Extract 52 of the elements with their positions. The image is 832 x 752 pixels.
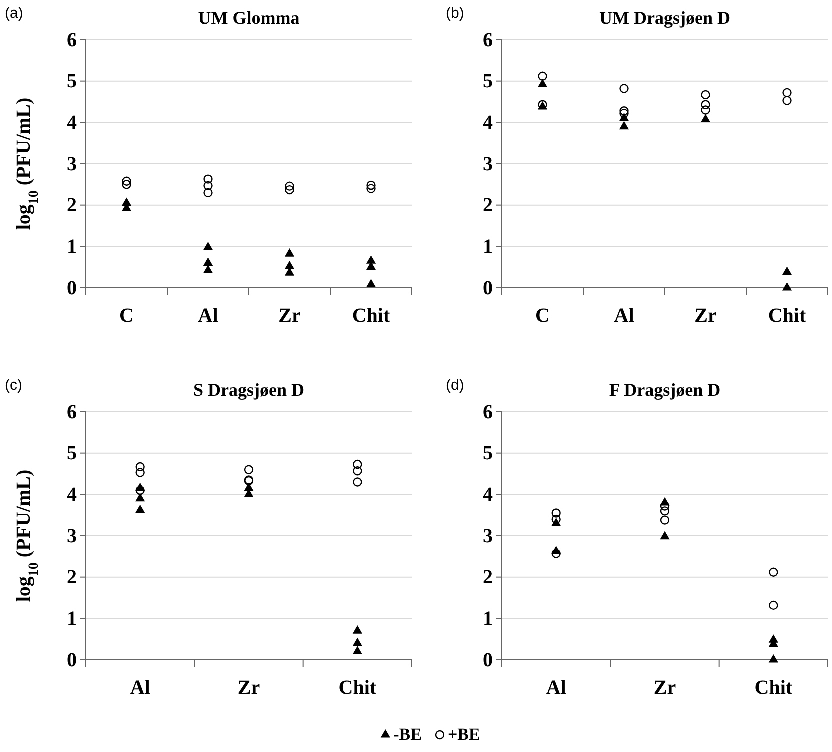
text: (a) — [5, 5, 24, 22]
y-tick-label: 1 — [483, 236, 493, 258]
y-tick-label: 2 — [67, 566, 77, 589]
y-tick-label: 0 — [483, 649, 493, 672]
y-tick-label: 5 — [483, 70, 493, 93]
y-tick-label: 0 — [483, 277, 493, 300]
text: (d) — [446, 377, 464, 394]
y-tick-label: 0 — [67, 649, 77, 672]
y-tick-label: 2 — [67, 194, 77, 217]
y-tick-label: 6 — [67, 29, 77, 52]
x-tick-label: Chit — [338, 677, 377, 700]
y-tick-label: 6 — [483, 401, 493, 424]
y-tick-label: 3 — [67, 153, 77, 176]
x-tick-label: Al — [614, 305, 635, 328]
y-tick-label: 2 — [483, 566, 493, 589]
y-tick-label: 4 — [483, 484, 493, 506]
legend-label: +BE — [448, 725, 480, 744]
x-tick-label: C — [120, 305, 134, 328]
y-tick-label: 5 — [483, 442, 493, 465]
y-tick-label: 4 — [67, 484, 77, 506]
y-tick-label: 3 — [483, 525, 493, 548]
x-tick-label: Zr — [654, 677, 676, 700]
y-tick-label: 1 — [67, 236, 77, 258]
x-tick-label: Zr — [238, 677, 260, 700]
legend-label: -BE — [394, 725, 422, 744]
chart-title: S Dragsjøen D — [194, 380, 304, 400]
y-tick-label: 6 — [67, 401, 77, 424]
y-tick-label: 1 — [483, 608, 493, 630]
text: (c) — [5, 377, 22, 394]
y-tick-label: 2 — [483, 194, 493, 217]
chart-title: F Dragsjøen D — [609, 380, 721, 400]
y-tick-label: 1 — [67, 608, 77, 630]
y-tick-label: 5 — [67, 442, 77, 465]
chart-title: UM Glomma — [198, 8, 300, 28]
y-tick-label: 3 — [67, 525, 77, 548]
y-tick-label: 4 — [67, 112, 77, 134]
x-tick-label: Chit — [754, 677, 793, 700]
x-tick-label: Chit — [352, 305, 390, 328]
y-tick-label: 3 — [483, 153, 493, 176]
x-tick-label: Al — [130, 677, 151, 700]
chart-title: UM Dragsjøen D — [600, 8, 730, 28]
x-tick-label: Zr — [278, 305, 301, 328]
y-tick-label: 0 — [67, 277, 77, 300]
x-tick-label: Chit — [768, 305, 806, 328]
y-tick-label: 5 — [67, 70, 77, 93]
x-tick-label: Al — [546, 677, 567, 700]
x-tick-label: Zr — [694, 305, 717, 328]
x-tick-label: C — [536, 305, 550, 328]
x-tick-label: Al — [198, 305, 219, 328]
y-tick-label: 6 — [483, 29, 493, 52]
text: (b) — [446, 5, 464, 22]
y-tick-label: 4 — [483, 112, 493, 134]
